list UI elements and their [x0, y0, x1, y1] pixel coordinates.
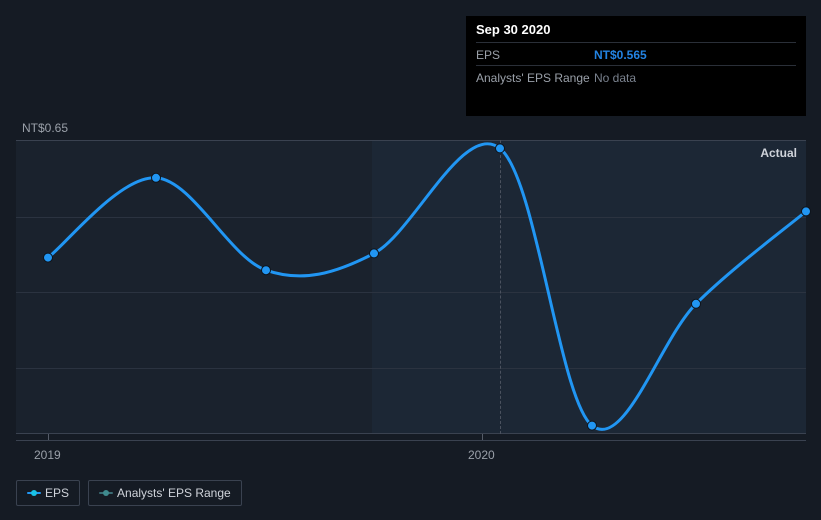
tooltip-row-label: Analysts' EPS Range	[476, 71, 594, 85]
tooltip-row-value: No data	[594, 71, 636, 85]
x-axis-label: 2020	[468, 448, 495, 462]
legend-label: Analysts' EPS Range	[117, 486, 231, 500]
legend-swatch	[27, 490, 37, 496]
legend-swatch	[99, 490, 109, 496]
x-axis	[16, 440, 806, 441]
tooltip-box: Sep 30 2020 EPSNT$0.565Analysts' EPS Ran…	[466, 16, 806, 116]
legend-item[interactable]: EPS	[16, 480, 80, 506]
tooltip-separator	[476, 42, 796, 43]
tooltip-row: Analysts' EPS RangeNo data	[476, 69, 796, 87]
tooltip-date: Sep 30 2020	[476, 22, 796, 41]
y-axis-label-top: NT$0.65	[22, 121, 68, 135]
tooltip-row-value: NT$0.565	[594, 48, 647, 62]
legend: EPS Analysts' EPS Range	[16, 480, 242, 506]
tooltip-row-label: EPS	[476, 48, 594, 62]
tooltip-row: EPSNT$0.565	[476, 46, 796, 64]
tooltip-rows: EPSNT$0.565Analysts' EPS RangeNo data	[476, 46, 796, 87]
legend-label: EPS	[45, 486, 69, 500]
x-axis-label: 2019	[34, 448, 61, 462]
legend-item[interactable]: Analysts' EPS Range	[88, 480, 242, 506]
eps-line-chart	[16, 140, 806, 434]
